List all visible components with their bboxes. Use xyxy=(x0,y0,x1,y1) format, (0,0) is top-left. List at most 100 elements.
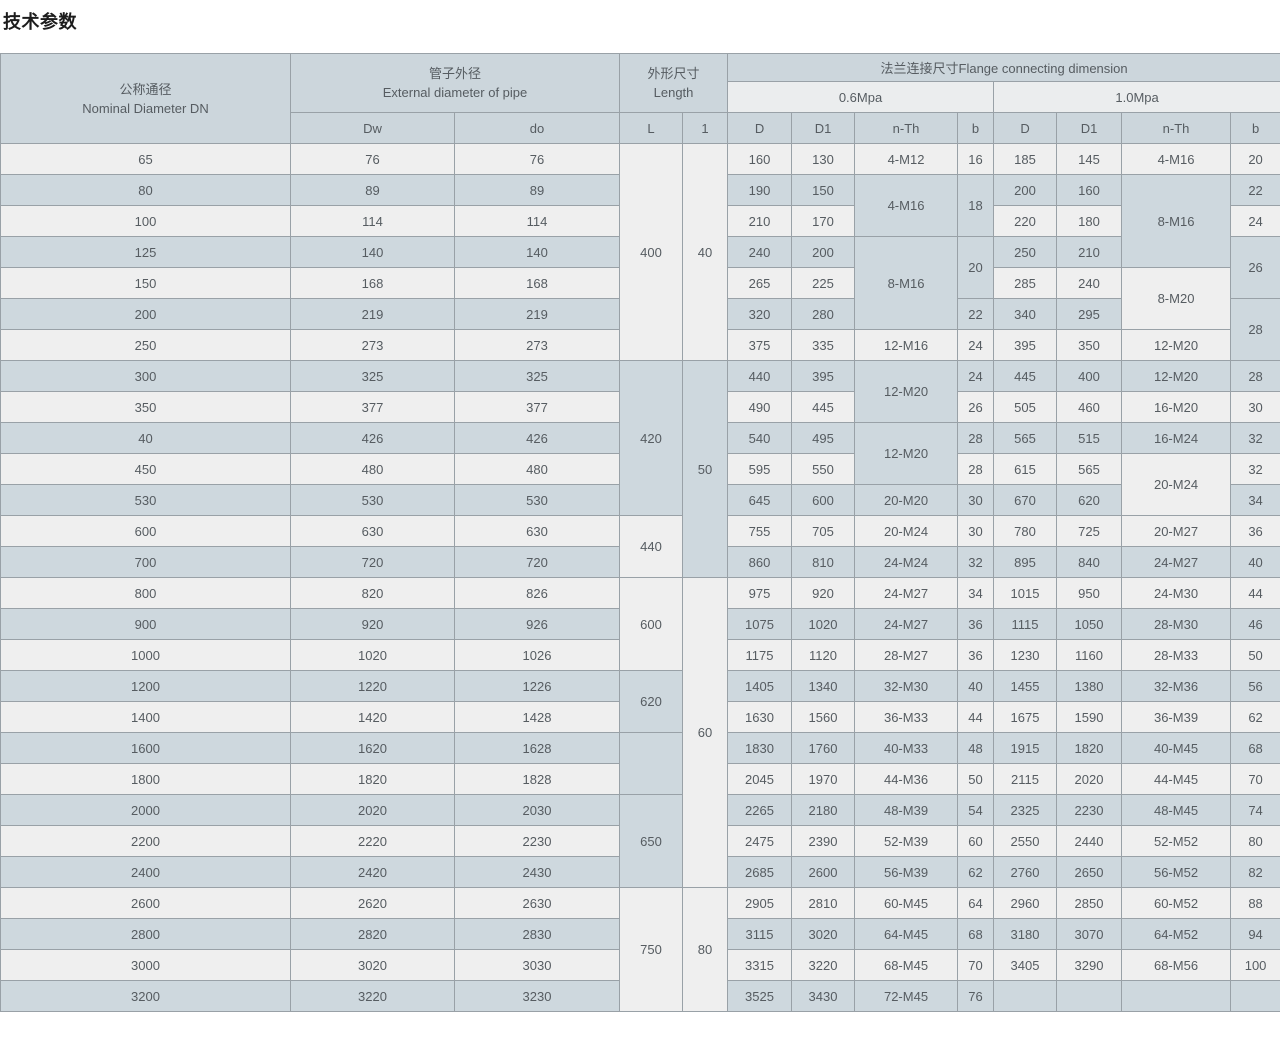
table-header: 公称通径 Nominal Diameter DN 管子外径 External d… xyxy=(0,53,1280,144)
table-cell: 400 xyxy=(619,143,683,361)
header-pipe-diameter-en: External diameter of pipe xyxy=(382,85,528,100)
table-cell: 377 xyxy=(290,391,455,423)
table-cell: 320 xyxy=(727,298,793,330)
table-cell: 300 xyxy=(0,360,291,392)
table-cell: 12-M20 xyxy=(854,360,959,423)
table-cell: 325 xyxy=(454,360,620,392)
subheader-d1-06: D1 xyxy=(791,112,856,144)
table-cell: 24 xyxy=(1230,205,1280,237)
table-cell: 2200 xyxy=(0,825,291,857)
table-cell: 2550 xyxy=(993,825,1058,857)
table-cell: 2810 xyxy=(791,887,856,919)
table-cell: 24-M27 xyxy=(854,608,959,640)
table-cell: 40 xyxy=(681,143,729,361)
table-cell: 2960 xyxy=(993,887,1058,919)
table-cell: 840 xyxy=(1056,546,1123,578)
table-cell: 1830 xyxy=(727,732,793,764)
table-cell: 2220 xyxy=(290,825,455,857)
table-cell: 240 xyxy=(727,236,793,268)
table-cell: 950 xyxy=(1056,577,1123,609)
table-cell: 515 xyxy=(1056,422,1123,454)
table-cell: 32 xyxy=(957,546,995,578)
table-cell: 700 xyxy=(0,546,291,578)
table-cell: 50 xyxy=(1230,639,1280,671)
table-cell: 3315 xyxy=(727,949,793,981)
table-cell: 2180 xyxy=(791,794,856,826)
table-cell: 68 xyxy=(957,918,995,950)
table-cell: 64 xyxy=(957,887,995,919)
table-cell: 1915 xyxy=(993,732,1058,764)
subheader-nth-10: n-Th xyxy=(1121,112,1232,144)
table-cell: 160 xyxy=(727,143,793,175)
table-cell: 800 xyxy=(0,577,291,609)
table-cell: 89 xyxy=(454,174,620,206)
table-cell: 62 xyxy=(957,856,995,888)
table-cell: 3200 xyxy=(0,980,291,1012)
table-cell: 250 xyxy=(0,329,291,361)
table-cell: 52-M52 xyxy=(1121,825,1232,857)
table-cell: 48-M45 xyxy=(1121,794,1232,826)
table-cell: 210 xyxy=(1056,236,1123,268)
table-cell: 12-M16 xyxy=(854,329,959,361)
table-cell: 1820 xyxy=(290,763,455,795)
table-cell: 350 xyxy=(0,391,291,423)
table-row: 900 920 926 1075 1020 24-M27 36 1115 1050 28-M30 4… xyxy=(0,608,1280,640)
table-cell: 550 xyxy=(791,453,856,485)
table-cell: 18 xyxy=(957,174,995,237)
table-cell: 28 xyxy=(1230,298,1280,361)
table-row: 1800 1820 1828 2045 1970 44-M36 50 2115 2020 44-M… xyxy=(0,763,1280,795)
table-cell: 168 xyxy=(290,267,455,299)
table-cell: 62 xyxy=(1230,701,1280,733)
table-cell: 68-M56 xyxy=(1121,949,1232,981)
header-row-2: 0.6Mpa 1.0Mpa xyxy=(1,81,1280,113)
table-cell: 150 xyxy=(0,267,291,299)
table-cell: 114 xyxy=(290,205,455,237)
table-cell xyxy=(619,732,683,795)
table-cell: 1428 xyxy=(454,701,620,733)
table-cell: 24 xyxy=(957,329,995,361)
table-cell: 80 xyxy=(0,174,291,206)
table-cell: 1828 xyxy=(454,763,620,795)
table-cell: 40 xyxy=(0,422,291,454)
table-cell: 1220 xyxy=(290,670,455,702)
header-flange-dimension: 法兰连接尺寸Flange connecting dimension xyxy=(727,53,1280,82)
table-cell: 2030 xyxy=(454,794,620,826)
table-cell: 76 xyxy=(957,980,995,1012)
table-cell: 820 xyxy=(290,577,455,609)
table-row: 1400 1420 1428 1630 1560 36-M33 44 1675 1590 36-M… xyxy=(0,701,1280,733)
table-cell: 4-M16 xyxy=(1121,143,1232,175)
table-cell: 30 xyxy=(1230,391,1280,423)
table-cell xyxy=(1121,980,1232,1012)
table-cell: 1200 xyxy=(0,670,291,702)
table-cell: 3115 xyxy=(727,918,793,950)
table-cell: 377 xyxy=(454,391,620,423)
table-cell: 600 xyxy=(0,515,291,547)
table-cell: 46 xyxy=(1230,608,1280,640)
table-cell: 3000 xyxy=(0,949,291,981)
table-row: 1000 1020 1026 1175 1120 28-M27 36 1230 1160 28-M… xyxy=(0,639,1280,671)
table-cell: 36-M39 xyxy=(1121,701,1232,733)
subheader-dw: Dw xyxy=(290,112,455,144)
table-row: 2400 2420 2430 2685 2600 56-M39 62 2760 2650 56-M… xyxy=(0,856,1280,888)
spec-table: 公称通径 Nominal Diameter DN 管子外径 External d… xyxy=(0,53,1280,1012)
table-cell: 1600 xyxy=(0,732,291,764)
subheader-l: 1 xyxy=(681,112,729,144)
subheader-d-10: D xyxy=(993,112,1058,144)
table-cell: 2820 xyxy=(290,918,455,950)
table-cell: 82 xyxy=(1230,856,1280,888)
header-nominal-diameter-cn: 公称通径 xyxy=(119,81,172,97)
table-cell: 2440 xyxy=(1056,825,1123,857)
table-cell: 114 xyxy=(454,205,620,237)
table-row: 700 720 720 860 810 24-M24 32 895 840 24-M27 40 xyxy=(0,546,1280,578)
table-cell: 80 xyxy=(1230,825,1280,857)
table-row: 2000 2020 2030 650 2265 2180 48-M39 54 2325 2230 4… xyxy=(0,794,1280,888)
table-cell: 1340 xyxy=(791,670,856,702)
table-row: 350 377 377 490 445 26 505 460 16-M20 30 xyxy=(0,391,1280,423)
table-cell: 900 xyxy=(0,608,291,640)
table-cell: 2830 xyxy=(454,918,620,950)
table-cell: 2400 xyxy=(0,856,291,888)
table-cell: 200 xyxy=(0,298,291,330)
table-cell: 20-M24 xyxy=(854,515,959,547)
header-length: 外形尺寸 Length xyxy=(618,53,729,113)
page: 技术参数 公称通径 Nominal Diameter DN 管子外径 Exter… xyxy=(0,12,1280,1012)
